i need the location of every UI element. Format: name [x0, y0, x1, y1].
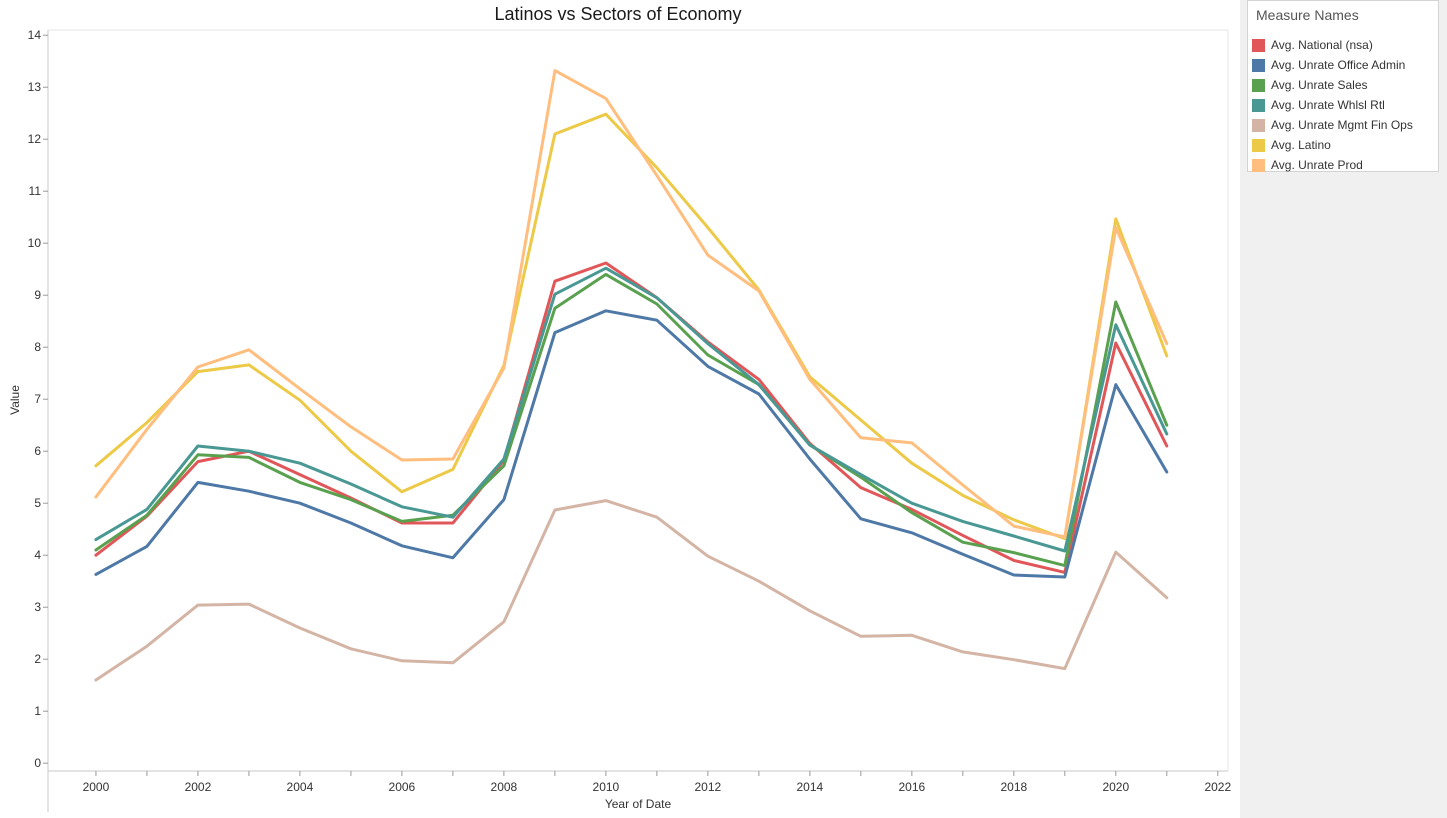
legend-swatch	[1252, 138, 1265, 152]
legend-item-avg-unrate-prod[interactable]: Avg. Unrate Prod	[1252, 155, 1413, 175]
y-tick-label: 4	[34, 548, 41, 562]
series-line-avg-unrate-mgmt-fin-ops[interactable]	[94, 499, 1169, 682]
legend-label: Avg. Unrate Sales	[1271, 78, 1368, 92]
legend-label: Avg. Unrate Whlsl Rtl	[1271, 98, 1385, 112]
legend-label: Avg. Unrate Prod	[1271, 158, 1363, 172]
y-tick-label: 6	[34, 444, 41, 458]
legend-label: Avg. National (nsa)	[1271, 38, 1373, 52]
legend-swatch	[1252, 78, 1265, 92]
y-tick-label: 11	[29, 184, 42, 198]
legend-swatch	[1252, 58, 1265, 72]
legend-item-avg-latino[interactable]: Avg. Latino	[1252, 135, 1413, 155]
y-tick-label: 2	[34, 652, 41, 666]
chart-area: 2000 2002 2004 2006 2008 2010 2012 2014 2016 2018…	[8, 4, 1231, 812]
x-tick-label: 2000	[83, 780, 110, 794]
series-line-avg-latino[interactable]	[94, 112, 1169, 541]
y-tick-label: 0	[34, 756, 41, 770]
y-tick-label: 1	[34, 704, 41, 718]
series-line-avg-national-nsa[interactable]	[94, 261, 1169, 574]
x-tick-label: 2022	[1204, 780, 1231, 794]
legend-label: Avg. Unrate Office Admin	[1271, 58, 1406, 72]
y-tick-label: 12	[28, 132, 42, 146]
x-axis-title: Year of Date	[605, 797, 672, 811]
series-line-avg-unrate-office-admin[interactable]	[94, 309, 1169, 579]
y-tick-label: 9	[34, 288, 41, 302]
x-tick-label: 2012	[695, 780, 722, 794]
line-chart: 2000 2002 2004 2006 2008 2010 2012 2014 2016 2018…	[8, 28, 1231, 812]
y-tick-label: 7	[34, 392, 41, 406]
legend-label: Avg. Latino	[1271, 138, 1331, 152]
legend-label: Avg. Unrate Mgmt Fin Ops	[1271, 118, 1413, 132]
series-line-avg-unrate-sales[interactable]	[94, 272, 1169, 568]
y-axis-title: Value	[8, 385, 22, 415]
legend-title: Measure Names	[1256, 7, 1359, 23]
plot-frame	[47, 29, 1229, 812]
y-tick-label: 8	[34, 340, 41, 354]
chart-title: Latinos vs Sectors of Economy	[494, 4, 742, 24]
legend-item-avg-unrate-office-admin[interactable]: Avg. Unrate Office Admin	[1252, 55, 1413, 75]
legend[interactable]: Measure Names Avg. National (nsa) Avg. Un…	[1247, 0, 1439, 172]
series-line-avg-unrate-prod[interactable]	[94, 69, 1169, 539]
legend-item-avg-unrate-whlsl-rtl[interactable]: Avg. Unrate Whlsl Rtl	[1252, 95, 1413, 115]
legend-swatch	[1252, 118, 1265, 132]
series-lines[interactable]	[94, 69, 1169, 682]
legend-swatch	[1252, 98, 1265, 112]
x-axis: 2000 2002 2004 2006 2008 2010 2012 2014 2016 2018…	[83, 771, 1231, 794]
x-tick-label: 2004	[287, 780, 314, 794]
x-tick-label: 2002	[185, 780, 212, 794]
legend-item-avg-unrate-sales[interactable]: Avg. Unrate Sales	[1252, 75, 1413, 95]
series-line-avg-unrate-whlsl-rtl[interactable]	[94, 266, 1169, 553]
x-tick-label: 2006	[389, 780, 416, 794]
legend-items: Avg. National (nsa) Avg. Unrate Office Ad…	[1252, 35, 1413, 175]
x-tick-label: 2010	[593, 780, 620, 794]
y-tick-label: 14	[28, 28, 42, 42]
x-tick-label: 2018	[1000, 780, 1027, 794]
legend-swatch	[1252, 158, 1265, 172]
legend-item-avg-unrate-mgmt-fin-ops[interactable]: Avg. Unrate Mgmt Fin Ops	[1252, 115, 1413, 135]
legend-item-avg-national-nsa[interactable]: Avg. National (nsa)	[1252, 35, 1413, 55]
x-tick-label: 2014	[796, 780, 823, 794]
y-tick-label: 3	[34, 600, 41, 614]
y-tick-label: 13	[28, 80, 42, 94]
x-tick-label: 2008	[491, 780, 518, 794]
y-tick-label: 10	[28, 236, 42, 250]
legend-swatch	[1252, 38, 1265, 52]
x-tick-label: 2020	[1102, 780, 1129, 794]
x-tick-label: 2016	[898, 780, 925, 794]
y-tick-label: 5	[34, 496, 41, 510]
